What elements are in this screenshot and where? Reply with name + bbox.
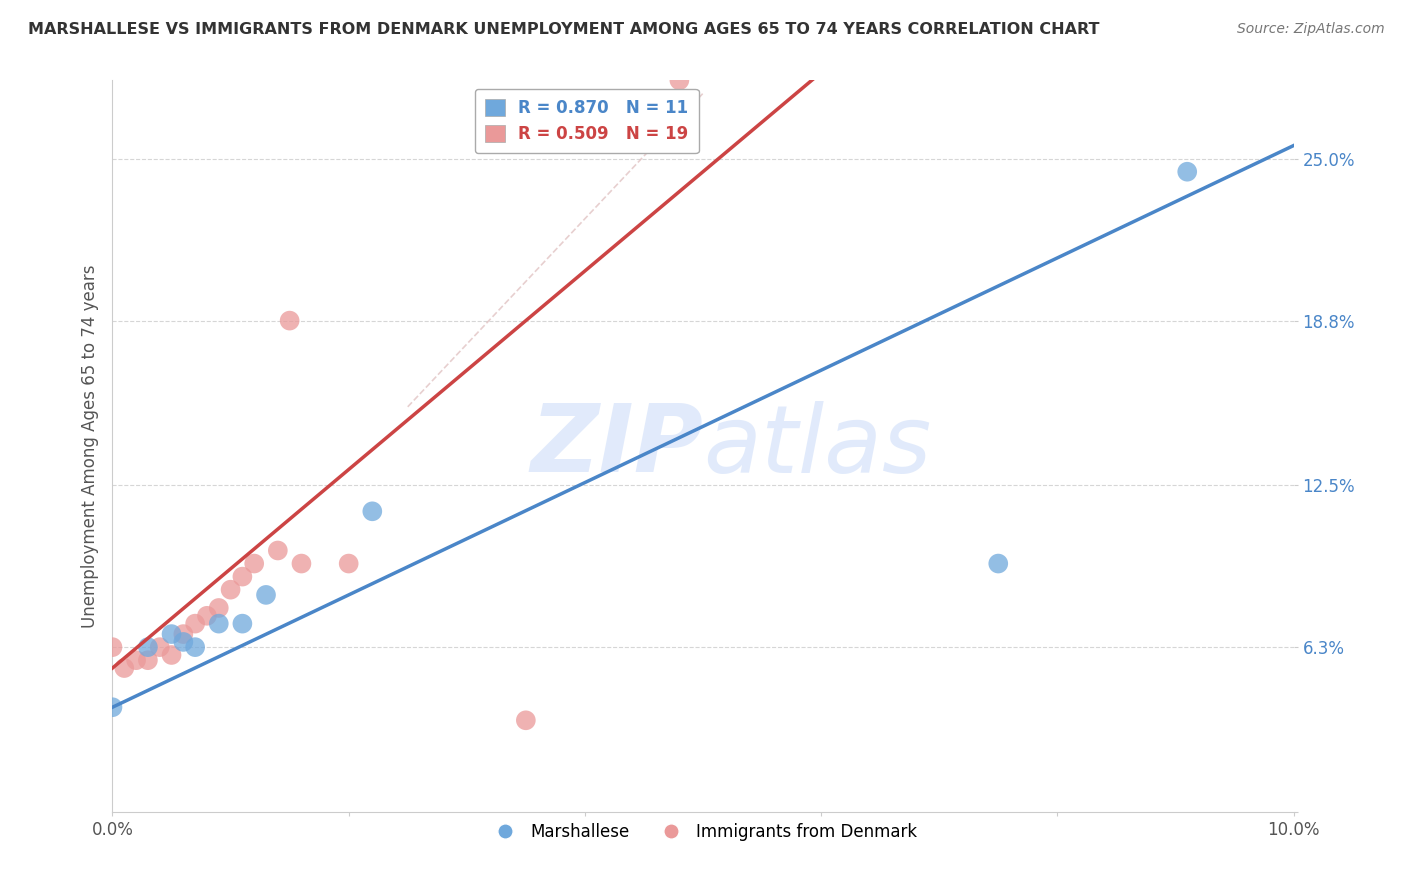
Point (219, 582, 242, 597)
Point (208, 616, 231, 631)
Point (136, 640, 159, 655)
Point (112, 661, 135, 675)
Point (1175, 164, 1198, 178)
Point (361, 504, 384, 518)
Text: ZIP: ZIP (530, 400, 703, 492)
Point (184, 640, 207, 655)
Point (267, 543, 290, 558)
Point (125, 653, 148, 667)
Point (184, 616, 207, 631)
Point (172, 635, 194, 649)
Point (243, 557, 266, 571)
Point (987, 557, 1010, 571)
Point (160, 627, 183, 641)
Point (231, 569, 253, 583)
Point (290, 557, 312, 571)
Y-axis label: Unemployment Among Ages 65 to 74 years: Unemployment Among Ages 65 to 74 years (80, 264, 98, 628)
Point (101, 640, 124, 655)
Legend: Marshallese, Immigrants from Denmark: Marshallese, Immigrants from Denmark (482, 816, 924, 847)
Point (172, 627, 194, 641)
Point (149, 640, 172, 655)
Point (101, 700, 124, 714)
Point (208, 601, 231, 615)
Text: MARSHALLESE VS IMMIGRANTS FROM DENMARK UNEMPLOYMENT AMONG AGES 65 TO 74 YEARS CO: MARSHALLESE VS IMMIGRANTS FROM DENMARK U… (28, 22, 1099, 37)
Point (195, 608, 218, 623)
Point (668, 73, 690, 87)
Point (337, 557, 360, 571)
Point (515, 714, 537, 728)
Point (160, 648, 183, 662)
Text: Source: ZipAtlas.com: Source: ZipAtlas.com (1237, 22, 1385, 37)
Point (278, 313, 301, 327)
Point (231, 616, 253, 631)
Point (254, 588, 277, 602)
Text: atlas: atlas (703, 401, 931, 491)
Point (136, 653, 159, 667)
